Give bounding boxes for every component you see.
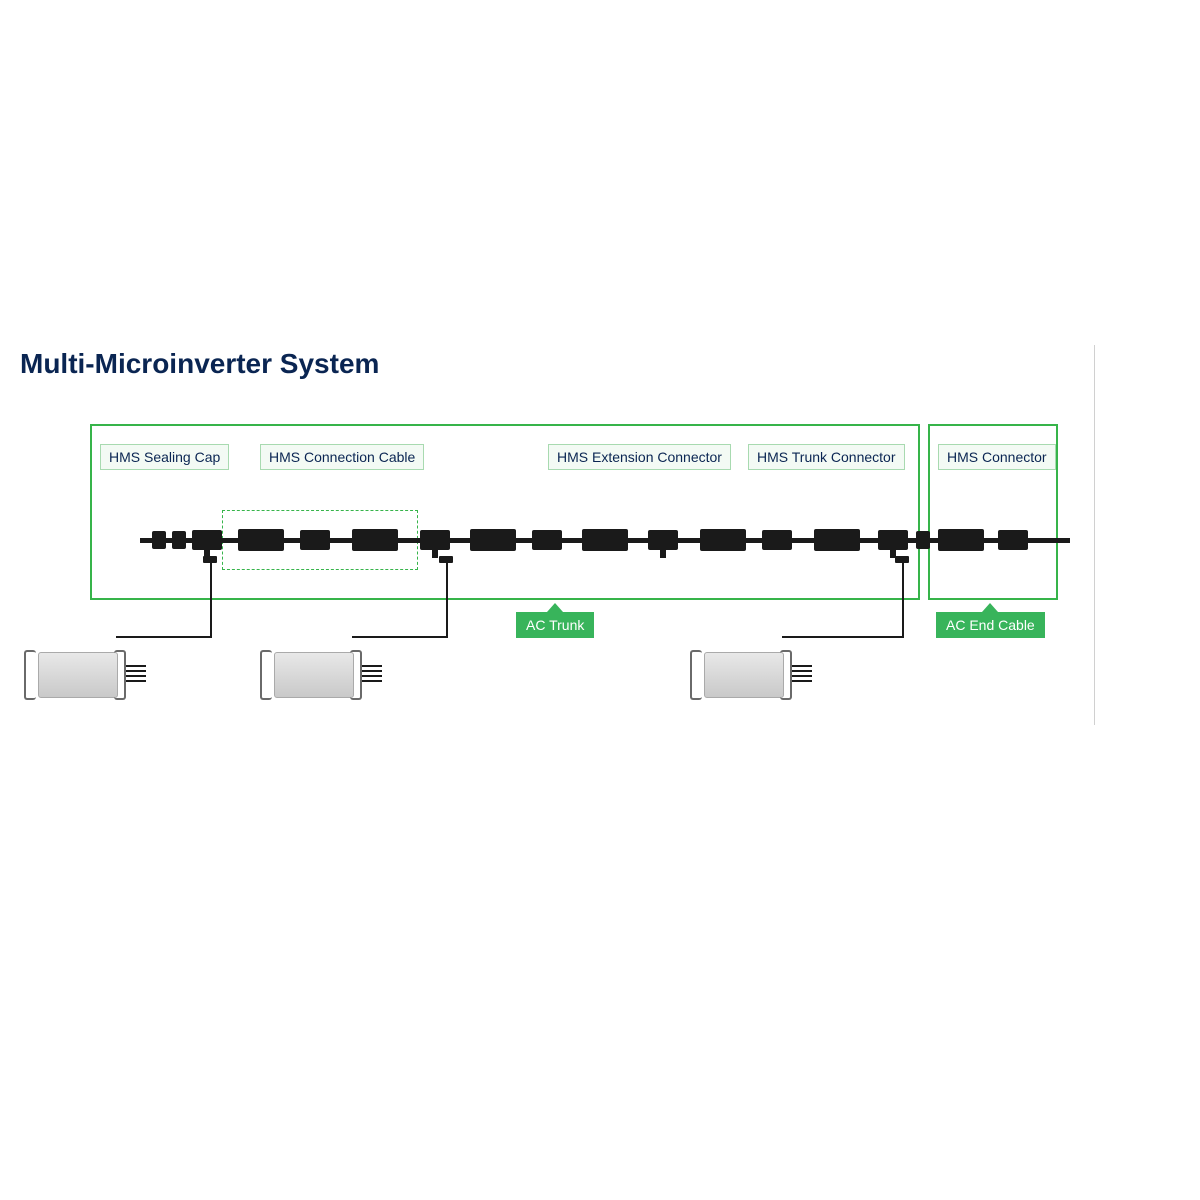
mi-riser — [902, 560, 904, 638]
connector-mid — [998, 530, 1028, 550]
hms-connector-icon — [938, 529, 984, 551]
t-joint — [648, 530, 678, 550]
diagram-title: Multi-Microinverter System — [20, 348, 379, 380]
connector-piece — [172, 531, 186, 549]
connector-male — [238, 529, 284, 551]
vertical-divider — [1094, 345, 1095, 725]
t-joint — [878, 530, 908, 550]
ac-trunk-tag: AC Trunk — [516, 612, 594, 638]
mi-plug-icon — [439, 556, 453, 563]
mi-plug-icon — [895, 556, 909, 563]
t-joint — [420, 530, 450, 550]
trunk-connector-icon — [700, 529, 746, 551]
label-trunk-connector: HMS Trunk Connector — [748, 444, 905, 470]
connector-mid — [532, 530, 562, 550]
extension-connector-icon — [470, 529, 516, 551]
connector-female — [352, 529, 398, 551]
sealing-cap-icon — [152, 531, 166, 549]
connector-piece — [916, 531, 930, 549]
label-connector: HMS Connector — [938, 444, 1056, 470]
mi-plug-icon — [203, 556, 217, 563]
microinverter-device — [24, 638, 144, 708]
trunk-connector-icon — [814, 529, 860, 551]
extension-connector-icon — [582, 529, 628, 551]
mi-riser — [210, 560, 212, 638]
microinverter-device — [690, 638, 810, 708]
t-joint — [192, 530, 222, 550]
label-connection-cable: HMS Connection Cable — [260, 444, 424, 470]
mi-riser — [446, 560, 448, 638]
connector-mid — [300, 530, 330, 550]
ac-end-cable-tag: AC End Cable — [936, 612, 1045, 638]
label-sealing-cap: HMS Sealing Cap — [100, 444, 229, 470]
label-extension-connector: HMS Extension Connector — [548, 444, 731, 470]
connector-mid — [762, 530, 792, 550]
microinverter-device — [260, 638, 380, 708]
